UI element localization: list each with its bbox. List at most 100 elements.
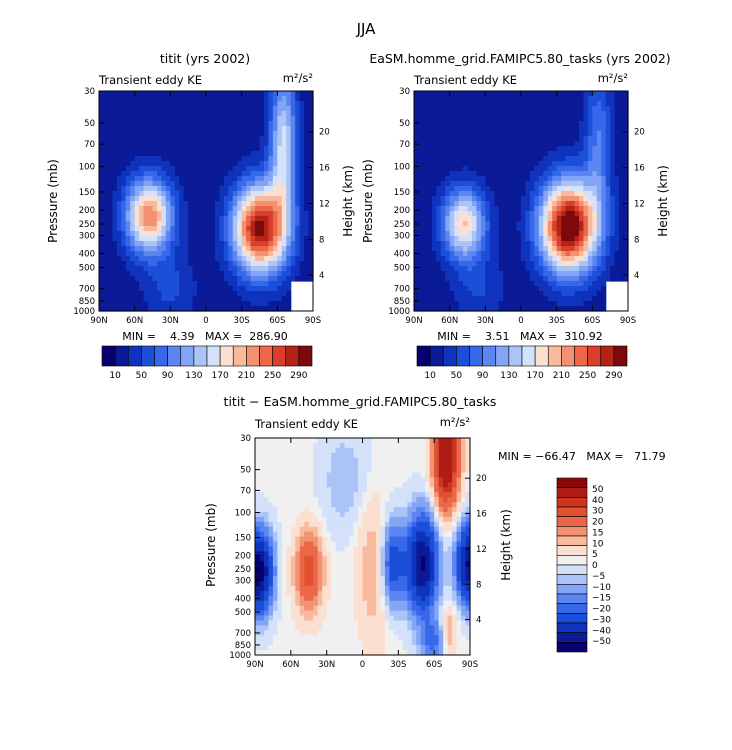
heatmap-cell [597, 246, 602, 252]
heatmap-cell [126, 206, 131, 212]
heatmap-cell [188, 276, 193, 282]
heatmap-cell [481, 176, 486, 182]
heatmap-cell [264, 161, 269, 167]
heatmap-cell [188, 111, 193, 117]
heatmap-cell [427, 166, 432, 172]
heatmap-cell [472, 176, 477, 182]
heatmap-cell [135, 166, 140, 172]
heatmap-cell [179, 261, 184, 267]
heatmap-cell [583, 281, 588, 287]
heatmap-cell [512, 216, 517, 222]
heatmap-cell [282, 502, 287, 508]
heatmap-cell [286, 171, 291, 177]
heatmap-cell [206, 221, 211, 227]
heatmap-cell [268, 116, 273, 122]
heatmap-cell [103, 251, 108, 257]
heatmap-cell [592, 286, 597, 292]
heatmap-cell [135, 146, 140, 152]
heatmap-cell [371, 482, 376, 488]
heatmap-cell [463, 261, 468, 267]
heatmap-cell [197, 146, 202, 152]
heatmap-cell [304, 438, 309, 444]
heatmap-cell [425, 492, 430, 498]
heatmap-cell [268, 236, 273, 242]
heatmap-cell [371, 463, 376, 469]
heatmap-cell [543, 111, 548, 117]
heatmap-cell [193, 231, 198, 237]
heatmap-cell [282, 181, 287, 187]
heatmap-cell [421, 473, 426, 479]
heatmap-cell [476, 91, 481, 97]
heatmap-cell [161, 261, 166, 267]
heatmap-cell [130, 231, 135, 237]
heatmap-cell [233, 146, 238, 152]
heatmap-cell [436, 121, 441, 127]
heatmap-cell [193, 236, 198, 242]
heatmap-cell [112, 266, 117, 272]
heatmap-cell [197, 96, 202, 102]
heatmap-cell [112, 191, 117, 197]
x-tick-label: 90S [620, 316, 636, 326]
heatmap-cell [592, 201, 597, 207]
heatmap-cell [463, 141, 468, 147]
heatmap-cell [121, 116, 126, 122]
heatmap-cell [575, 151, 580, 157]
heatmap-cell [286, 221, 291, 227]
heatmap-cell [304, 271, 309, 277]
heatmap-cell [434, 448, 439, 454]
heatmap-cell [443, 497, 448, 503]
heatmap-cell [282, 301, 287, 307]
heatmap-cell [499, 191, 504, 197]
heatmap-cell [610, 196, 615, 202]
heatmap-cell [184, 286, 189, 292]
heatmap-cell [260, 146, 265, 152]
heatmap-cell [259, 473, 264, 479]
heatmap-cell [264, 492, 269, 498]
heatmap-cell [615, 156, 620, 162]
heatmap-cell [457, 477, 462, 483]
heatmap-cell [215, 291, 220, 297]
heatmap-cell [135, 271, 140, 277]
heatmap-cell [117, 266, 122, 272]
heatmap-cell [130, 126, 135, 132]
heatmap-cell [99, 136, 104, 142]
heatmap-cell [416, 453, 421, 459]
heatmap-cell [135, 256, 140, 262]
heatmap-cell [534, 301, 539, 307]
heatmap-cell [193, 266, 198, 272]
heatmap-cell [291, 151, 296, 157]
heatmap-cell [282, 236, 287, 242]
heatmap-cell [606, 101, 611, 107]
heatmap-cell [552, 181, 557, 187]
heatmap-cell [264, 266, 269, 272]
heatmap-cell [219, 176, 224, 182]
heatmap-cell [233, 296, 238, 302]
heatmap-cell [566, 181, 571, 187]
heatmap-cell [184, 301, 189, 307]
heatmap-cell [206, 271, 211, 277]
heatmap-cell [583, 301, 588, 307]
heatmap-cell [108, 181, 113, 187]
heatmap-cell [193, 246, 198, 252]
heatmap-cell [304, 141, 309, 147]
heatmap-cell [144, 146, 149, 152]
heatmap-cell [521, 126, 526, 132]
heatmap-cell [476, 276, 481, 282]
heatmap-cell [561, 186, 566, 192]
heatmap-cell [117, 131, 122, 137]
heatmap-cell [619, 256, 624, 262]
heatmap-cell [188, 136, 193, 142]
heatmap-cell [251, 101, 256, 107]
heatmap-cell [543, 176, 548, 182]
heatmap-cell [268, 266, 273, 272]
heatmap-cell [286, 136, 291, 142]
heatmap-cell [184, 131, 189, 137]
heatmap-cell [592, 106, 597, 112]
heatmap-cell [255, 276, 260, 282]
heatmap-cell [255, 301, 260, 307]
heatmap-cell [561, 166, 566, 172]
heatmap-cell [282, 161, 287, 167]
heatmap-cell [144, 206, 149, 212]
heatmap-cell [552, 106, 557, 112]
heatmap-cell [583, 266, 588, 272]
